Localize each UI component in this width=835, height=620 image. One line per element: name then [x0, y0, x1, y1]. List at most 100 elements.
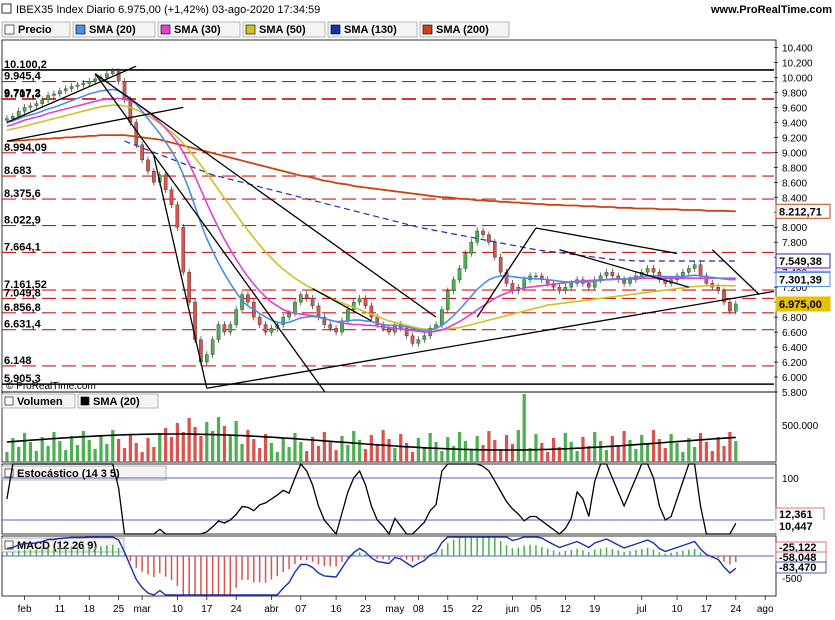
x-tick-label: may [385, 604, 404, 615]
legend-swatch [245, 24, 256, 35]
volume-bar [93, 449, 97, 462]
volume-bar [28, 442, 33, 462]
x-tick-label: mar [134, 604, 152, 615]
x-tick-label: 11 [55, 604, 66, 615]
x-tick-label: 16 [331, 604, 343, 615]
volume-bar [634, 449, 638, 462]
volume-bar [310, 437, 315, 462]
price-level-label: 8.994,09 [4, 142, 47, 154]
candle [698, 264, 703, 277]
candle [281, 316, 286, 325]
volume-bar [434, 442, 438, 462]
volume-bar [111, 430, 115, 462]
candle [304, 294, 309, 299]
volume-bar [534, 434, 538, 462]
panel-legend-label: Estocástico (14 3 5) [17, 468, 120, 480]
price-level-label: 5.905,3 [4, 373, 41, 385]
volume-bar [405, 443, 409, 462]
price-level-label: 6.856,8 [4, 302, 41, 314]
panel-legend-swatch [4, 468, 14, 478]
header-bar: IBEX35 Index Diario 6.975,00 (+1,42%) 03… [1, 3, 832, 16]
y-tick-label: 6.400 [782, 343, 807, 354]
price-level-label: 6.148 [4, 355, 32, 367]
trendline [535, 227, 678, 255]
x-tick-label: 17 [701, 604, 713, 615]
legend-label: SMA (30) [174, 24, 221, 36]
y-tick-label: 7.200 [782, 283, 807, 294]
candle [34, 103, 39, 107]
volume-bar [240, 444, 244, 462]
y-tick-label: 8.600 [782, 178, 807, 189]
price-panel: 10.100,29.945,4 9.717,29.707,3 8.994,09 8.6… [1, 39, 831, 399]
x-tick-label: ago [757, 604, 774, 615]
volume-bar [693, 447, 697, 462]
candle [257, 316, 262, 325]
volume-bar [369, 435, 373, 462]
y-tick-label: 6.800 [782, 313, 807, 324]
candle [175, 204, 180, 228]
price-level-label: 9.717,2 [4, 88, 41, 100]
trendline [206, 290, 774, 389]
volume-bar [563, 433, 567, 462]
candle [728, 301, 732, 312]
volume-bar [422, 447, 426, 462]
candle [263, 324, 268, 333]
volume-bar [610, 436, 614, 462]
sma200-line [6, 134, 736, 213]
candle [363, 298, 368, 307]
candle [416, 339, 421, 344]
candle [498, 256, 503, 273]
panel-legend-item [77, 393, 159, 409]
candle [557, 286, 562, 292]
y-tick-label: 6.600 [782, 328, 807, 339]
sma130-line [124, 140, 736, 262]
volume-bar [375, 444, 379, 462]
y-tick-label: 8.400 [782, 193, 807, 204]
volume-bar [216, 417, 221, 462]
chart-title: IBEX35 Index Diario 6.975,00 (+1,42%) 03… [16, 4, 320, 16]
x-tick-label: 24 [231, 604, 243, 615]
price-level-label: 7.049,8 [4, 287, 41, 299]
candle [733, 303, 738, 312]
candle [81, 83, 86, 86]
volume-bar [457, 432, 462, 462]
value-badge-label: 8.212,71 [779, 206, 822, 218]
candle [451, 279, 456, 292]
candle [46, 95, 50, 101]
candle [293, 301, 297, 314]
volume-bar [357, 440, 362, 462]
volume-sma-line [6, 433, 736, 451]
macd-badge [775, 561, 827, 574]
volume-bar [305, 451, 309, 462]
volume-bar [522, 394, 526, 462]
candle [87, 80, 92, 84]
trendline [711, 249, 760, 296]
panel-legend-swatch [4, 396, 14, 406]
legend-swatch [422, 24, 433, 35]
y-tick-label: 10.200 [782, 58, 813, 69]
volume-bar [598, 441, 603, 462]
volume-bar [169, 437, 174, 462]
candle [128, 99, 133, 123]
volume-bar [287, 447, 291, 462]
trendline [153, 155, 208, 389]
y-tick-label: 6.200 [782, 358, 807, 369]
site-url[interactable]: www.ProRealTime.com [710, 4, 832, 16]
candle [234, 309, 238, 325]
candle [628, 279, 632, 284]
candle [357, 298, 362, 303]
trendline [6, 106, 184, 142]
candle [722, 290, 726, 303]
x-tick-label: jul [636, 604, 647, 615]
candle [105, 73, 109, 78]
candle [716, 286, 720, 292]
candle [534, 275, 538, 278]
x-tick-label: 05 [530, 604, 542, 615]
volume-bar [387, 439, 391, 462]
volume-bar [263, 434, 268, 462]
volume-bar [346, 445, 350, 462]
volume-bar [117, 439, 121, 462]
candle [663, 279, 668, 284]
volume-bar [252, 439, 256, 462]
